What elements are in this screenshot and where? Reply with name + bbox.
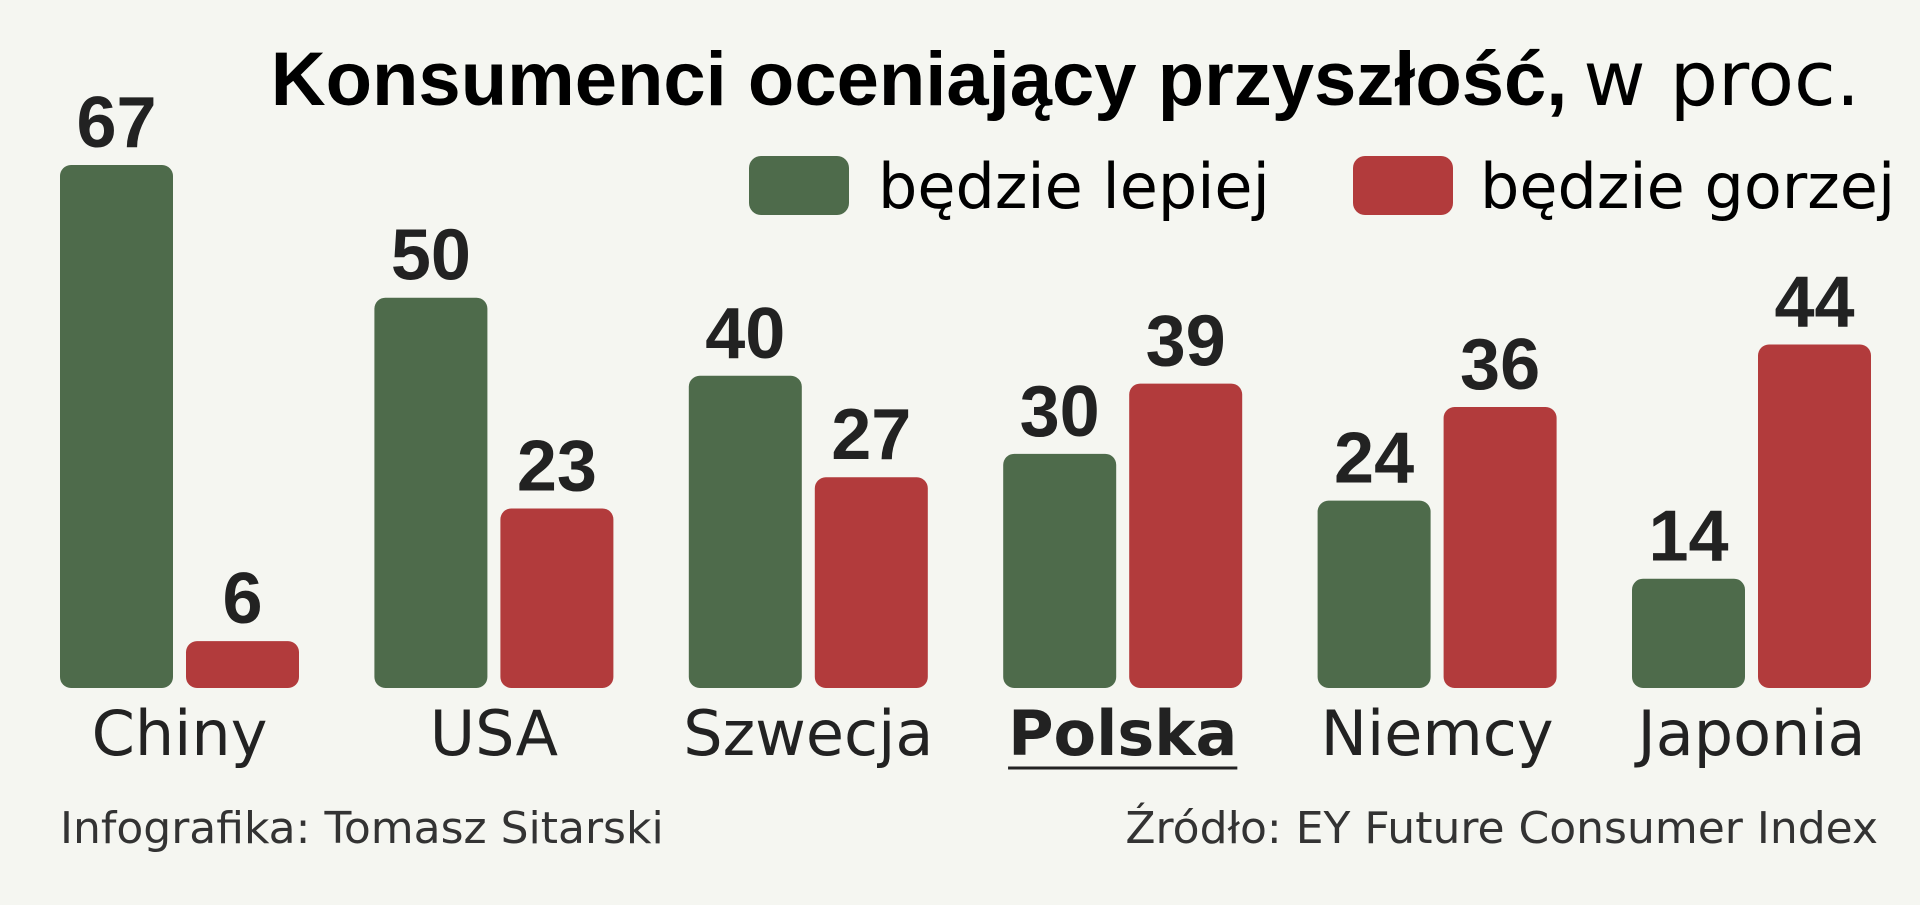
category-label-chiny: Chiny — [92, 697, 268, 770]
chart-title: Konsumenci oceniający przyszłość, w proc. — [271, 34, 1860, 123]
bar-szwecja-worse — [814, 477, 928, 688]
value-label-usa-worse: 23 — [517, 426, 597, 506]
legend-label-worse: będzie gorzej — [1480, 150, 1895, 223]
category-labels-group: Chiny USA Szwecja Polska Niemcy Japonia — [92, 697, 1866, 770]
value-label-niemcy-worse: 36 — [1460, 325, 1540, 405]
bar-usa-better — [374, 297, 488, 688]
bar-japonia-better — [1632, 578, 1745, 688]
bar-szwecja-better — [688, 375, 802, 688]
legend-swatch-worse — [1353, 156, 1453, 215]
value-label-chiny-worse: 6 — [222, 559, 262, 639]
value-label-usa-better: 50 — [391, 216, 471, 296]
value-label-chiny-better: 67 — [76, 83, 156, 163]
category-label-usa: USA — [430, 697, 558, 770]
bar-niemcy-worse — [1443, 406, 1557, 688]
legend: będzie lepiej będzie gorzej — [749, 150, 1895, 223]
legend-label-better: będzie lepiej — [878, 150, 1270, 223]
value-label-szwecja-worse: 27 — [831, 395, 911, 475]
category-label-szwecja: Szwecja — [683, 697, 933, 770]
value-label-szwecja-better: 40 — [705, 294, 785, 374]
bar-japonia-worse — [1758, 344, 1871, 688]
value-label-polska-worse: 39 — [1146, 302, 1226, 382]
value-label-japonia-better: 14 — [1648, 497, 1728, 577]
footer-source: Źródło: EY Future Consumer Index — [1125, 801, 1878, 854]
bars-group — [60, 165, 1871, 688]
bar-polska-better — [1003, 453, 1117, 688]
category-label-niemcy: Niemcy — [1321, 697, 1554, 770]
category-label-polska: Polska — [1008, 697, 1237, 770]
category-label-japonia: Japonia — [1633, 697, 1865, 770]
value-labels-group: 67 6 50 23 40 27 30 39 24 36 14 44 — [76, 83, 1854, 639]
bar-niemcy-better — [1317, 500, 1431, 688]
legend-swatch-better — [749, 156, 849, 215]
chart-title-unit: w proc. — [1583, 34, 1860, 123]
value-label-niemcy-better: 24 — [1334, 419, 1414, 499]
value-label-japonia-worse: 44 — [1774, 263, 1854, 343]
bar-chiny-worse — [186, 641, 299, 688]
bar-usa-worse — [500, 508, 614, 688]
chart-title-bold: Konsumenci oceniający przyszłość, — [271, 37, 1568, 122]
bar-polska-worse — [1129, 383, 1243, 688]
bar-chiny-better — [60, 165, 173, 688]
value-label-polska-better: 30 — [1020, 372, 1100, 452]
footer-author: Infografika: Tomasz Sitarski — [60, 803, 664, 854]
